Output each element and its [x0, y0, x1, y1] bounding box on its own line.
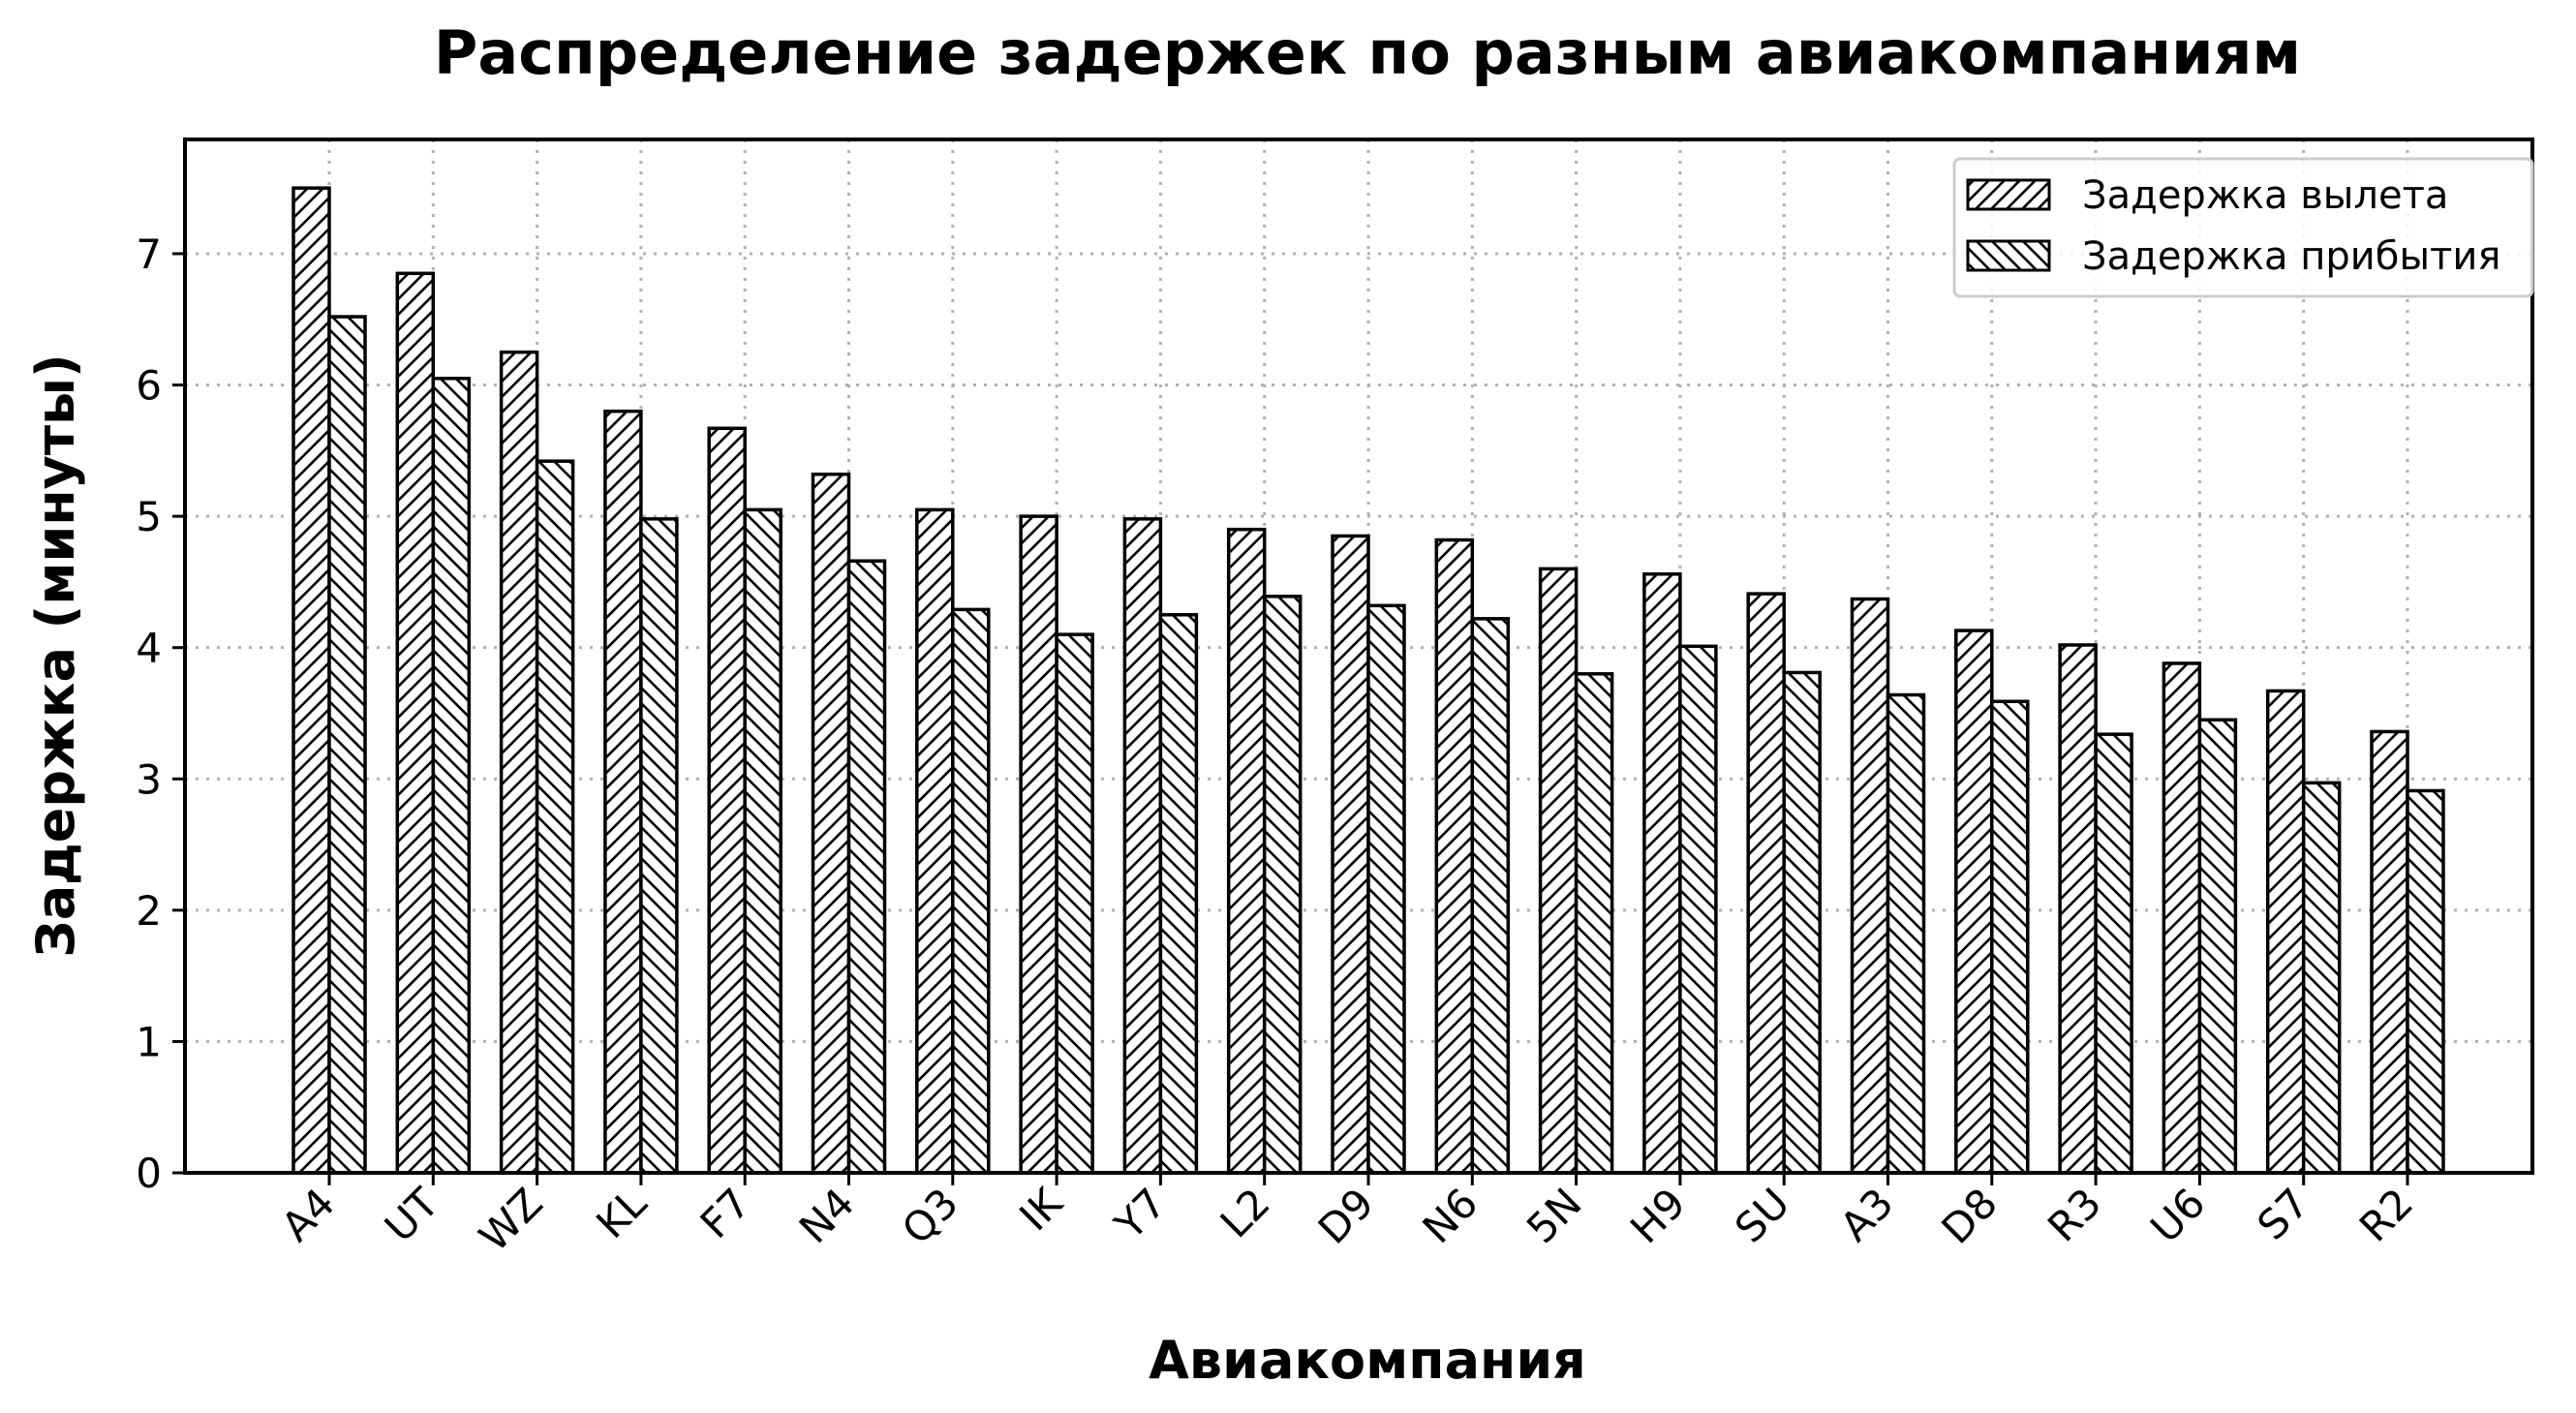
bar-arrival-D8	[1990, 699, 2030, 1175]
legend: Задержка вылета Задержка прибытия	[1952, 157, 2534, 298]
bar-departure-D8	[1954, 629, 1994, 1175]
bar-departure-SU	[1746, 592, 1786, 1175]
x-axis-label: Авиакомпания	[1149, 1330, 1586, 1391]
bar-arrival-5N	[1574, 672, 1614, 1175]
bar-arrival-WZ	[535, 459, 575, 1175]
plot-frame	[183, 138, 2534, 1175]
y-tick-label: 1	[136, 1018, 162, 1065]
bar-arrival-A4	[327, 315, 367, 1175]
bar-arrival-F7	[743, 507, 782, 1175]
x-tick-label: WZ	[470, 1179, 551, 1260]
bar-arrival-N4	[846, 559, 887, 1175]
bar-departure-N4	[811, 472, 851, 1175]
bar-departure-KL	[603, 409, 643, 1175]
bar-arrival-A3	[1886, 692, 1926, 1175]
bars	[291, 186, 2445, 1175]
bar-departure-S7	[2265, 689, 2306, 1175]
x-tick-label: Q3	[893, 1179, 967, 1253]
bar-arrival-N6	[1470, 617, 1511, 1175]
y-axis: 0 1 2 3 4 5 6 7	[136, 230, 185, 1197]
legend-swatch-departure	[1966, 178, 2051, 211]
x-tick-label: A4	[272, 1179, 344, 1250]
bar-arrival-Y7	[1158, 613, 1199, 1175]
x-tick-label: KL	[587, 1179, 656, 1247]
chart-title: Распределение задержек по разным авиаком…	[434, 17, 2301, 88]
bar-arrival-R3	[2094, 732, 2133, 1175]
x-tick-label: D9	[1309, 1179, 1383, 1252]
bar-arrival-L2	[1262, 595, 1303, 1175]
bar-departure-Q3	[915, 507, 955, 1175]
y-tick-label: 3	[136, 755, 162, 803]
bar-departure-R3	[2058, 643, 2098, 1175]
x-tick-label: N6	[1414, 1179, 1487, 1252]
bar-departure-5N	[1538, 567, 1579, 1175]
bar-departure-L2	[1226, 527, 1267, 1175]
bar-departure-H9	[1642, 572, 1682, 1175]
bar-departure-IK	[1019, 514, 1058, 1175]
bar-departure-A4	[291, 186, 331, 1175]
bar-arrival-U6	[2197, 718, 2238, 1175]
bar-departure-R2	[2370, 729, 2409, 1175]
y-tick-label: 0	[136, 1150, 162, 1197]
x-tick-label: 5N	[1518, 1179, 1591, 1252]
legend-label-arrival: Задержка прибытия	[2082, 234, 2500, 279]
x-axis: A4 UT WZ KL F7 N4 Q3 IK Y7 L2 D9 N6 5N H9 SU A3 D8 R3 U6 S7…	[272, 1173, 2422, 1261]
bar-departure-D9	[1331, 534, 1370, 1175]
bar-departure-U6	[2162, 661, 2202, 1175]
x-tick-label: U6	[2141, 1179, 2214, 1251]
x-tick-label: F7	[691, 1179, 760, 1247]
x-tick-label: S7	[2248, 1179, 2317, 1248]
bar-arrival-Q3	[951, 607, 991, 1175]
bar-departure-Y7	[1122, 517, 1163, 1175]
x-tick-label: IK	[1010, 1178, 1072, 1240]
x-tick-label: H9	[1621, 1179, 1695, 1252]
y-axis-label: Задержка (минуты)	[25, 353, 86, 957]
x-tick-label: D8	[1932, 1179, 2006, 1252]
bar-departure-WZ	[499, 350, 539, 1175]
y-tick-label: 6	[136, 362, 162, 410]
bar-arrival-IK	[1055, 632, 1094, 1175]
x-tick-label: N4	[790, 1179, 864, 1252]
bar-arrival-R2	[2406, 788, 2445, 1175]
bar-arrival-UT	[431, 377, 472, 1175]
legend-swatch-arrival	[1966, 239, 2051, 272]
y-tick-label: 2	[136, 887, 162, 935]
bar-arrival-SU	[1782, 670, 1822, 1175]
x-tick-label: UT	[376, 1179, 448, 1251]
legend-label-departure: Задержка вылета	[2082, 173, 2448, 218]
bar-arrival-H9	[1678, 644, 1718, 1175]
legend-box	[1952, 157, 2534, 298]
y-tick-label: 5	[136, 493, 162, 540]
y-tick-label: 7	[136, 230, 162, 278]
x-tick-label: L2	[1211, 1179, 1279, 1246]
bar-departure-A3	[1850, 597, 1890, 1175]
bar-arrival-D9	[1366, 603, 1406, 1175]
x-tick-label: R3	[2039, 1179, 2110, 1250]
x-tick-label: SU	[1726, 1179, 1798, 1251]
x-tick-label: R2	[2350, 1179, 2422, 1250]
y-tick-label: 4	[136, 625, 162, 672]
x-tick-label: Y7	[1105, 1179, 1175, 1248]
bar-departure-N6	[1434, 538, 1475, 1175]
bar-arrival-S7	[2301, 781, 2342, 1175]
bar-departure-F7	[707, 426, 747, 1175]
bar-departure-UT	[395, 271, 436, 1175]
x-tick-label: A3	[1831, 1179, 1903, 1250]
bar-arrival-KL	[639, 517, 679, 1175]
